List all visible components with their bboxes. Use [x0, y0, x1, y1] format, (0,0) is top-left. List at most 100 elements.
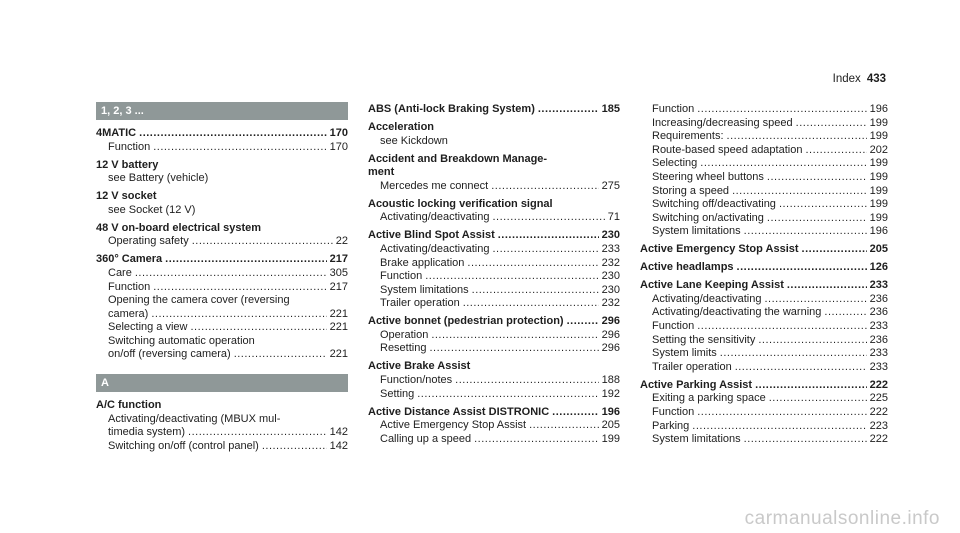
- index-term: Active Lane Keeping Assist: [640, 279, 784, 292]
- index-subentry-line: System limitations 222: [640, 433, 888, 447]
- page-reference[interactable]: 233: [869, 320, 888, 333]
- page-reference[interactable]: 232: [601, 297, 620, 310]
- index-term-line: Active Lane Keeping Assist 233: [640, 279, 888, 293]
- dot-leader: [755, 379, 867, 393]
- index-subentry-line: System limits 233: [640, 347, 888, 361]
- page-reference[interactable]: 230: [601, 270, 620, 283]
- index-subentry: Exiting a parking space: [652, 392, 766, 405]
- page-reference[interactable]: 225: [869, 392, 888, 405]
- page-reference[interactable]: 185: [601, 103, 620, 115]
- page-reference[interactable]: 232: [601, 256, 620, 269]
- page-reference[interactable]: 233: [869, 279, 888, 292]
- dot-leader: [769, 392, 867, 406]
- page-reference[interactable]: 236: [869, 292, 888, 305]
- page-reference[interactable]: 142: [329, 426, 348, 439]
- dot-leader: [692, 420, 866, 434]
- watermark: carmanualsonline.info: [744, 508, 940, 529]
- page-reference[interactable]: 196: [869, 225, 888, 238]
- index-subentry: camera): [108, 307, 149, 320]
- dot-leader: [492, 211, 604, 225]
- index-term-line: 12 V socket: [96, 190, 348, 204]
- page-reference[interactable]: 275: [601, 179, 620, 192]
- index-term-line: Accident and Breakdown Manage-: [368, 153, 620, 167]
- page-reference[interactable]: 233: [869, 360, 888, 373]
- page-reference[interactable]: 205: [601, 419, 620, 432]
- page-reference[interactable]: 199: [869, 198, 888, 211]
- page-reference[interactable]: 230: [601, 283, 620, 296]
- dot-leader: [431, 329, 598, 343]
- index-entry: Acceleration see Kickdown: [368, 121, 620, 148]
- page-reference[interactable]: 199: [869, 157, 888, 170]
- page-reference[interactable]: 230: [601, 229, 620, 242]
- page-reference[interactable]: 223: [869, 419, 888, 432]
- index-subentry-line: Function 170: [96, 141, 348, 155]
- index-subentry-line: Opening the camera cover (reversing: [96, 294, 348, 308]
- index-subentry-line: Calling up a speed 199: [368, 433, 620, 447]
- dot-leader: [153, 141, 326, 155]
- page-reference[interactable]: 22: [335, 235, 348, 248]
- dot-leader: [151, 308, 326, 322]
- index-term: ABS (Anti-lock Braking System): [368, 103, 535, 115]
- page-reference[interactable]: 233: [869, 347, 888, 360]
- index-entry: Accident and Breakdown Manage-ment Merced…: [368, 153, 620, 194]
- page-reference[interactable]: 170: [329, 127, 348, 139]
- index-subentry-line: Trailer operation 233: [640, 361, 888, 375]
- page-reference[interactable]: 222: [869, 433, 888, 446]
- index-term-line: ABS (Anti-lock Braking System) 185: [368, 103, 620, 117]
- index-subentry: Setting: [380, 387, 415, 400]
- index-subentry: Opening the camera cover (reversing: [108, 294, 290, 307]
- index-term-line: 12 V battery: [96, 159, 348, 173]
- page-reference[interactable]: 236: [869, 306, 888, 319]
- page-reference[interactable]: 217: [329, 280, 348, 293]
- page-reference[interactable]: 222: [869, 378, 888, 391]
- page-reference[interactable]: 199: [869, 184, 888, 197]
- page-reference[interactable]: 305: [329, 266, 348, 279]
- page-reference[interactable]: 296: [601, 315, 620, 328]
- dot-leader: [727, 130, 867, 144]
- page-reference[interactable]: 199: [869, 211, 888, 224]
- page-reference[interactable]: 296: [601, 342, 620, 355]
- page-reference[interactable]: 199: [869, 130, 888, 143]
- page-reference[interactable]: 71: [607, 211, 620, 224]
- index-subentry: System limitations: [652, 433, 741, 446]
- index-term: Acceleration: [368, 120, 435, 133]
- page-reference[interactable]: 205: [869, 243, 888, 256]
- page-reference[interactable]: 199: [869, 116, 888, 129]
- index-subentry-line: Activating/deactivating the warning 236: [640, 306, 888, 320]
- page-reference[interactable]: 142: [329, 439, 348, 452]
- page-reference[interactable]: 221: [329, 321, 348, 334]
- page-reference[interactable]: 188: [601, 374, 620, 387]
- index-subentry: Resetting: [380, 342, 427, 355]
- page-reference[interactable]: 196: [601, 405, 620, 418]
- page-reference[interactable]: 202: [869, 143, 888, 156]
- index-entry: 12 V socket see Socket (12 V): [96, 190, 348, 217]
- index-subentry: Activating/deactivating the warning: [652, 306, 822, 319]
- page-reference[interactable]: 221: [329, 348, 348, 361]
- index-term-line: Active bonnet (pedestrian protection) 296: [368, 315, 620, 329]
- dot-leader: [135, 267, 327, 281]
- page-reference[interactable]: 199: [869, 170, 888, 183]
- index-subentry: Operation: [380, 328, 429, 341]
- page-reference[interactable]: 217: [329, 253, 348, 266]
- page-reference[interactable]: 222: [869, 406, 888, 419]
- index-subentry: Function: [652, 320, 695, 333]
- page-reference[interactable]: 236: [869, 333, 888, 346]
- dot-leader: [472, 284, 599, 298]
- index-subentry-line: Exiting a parking space 225: [640, 392, 888, 406]
- page-reference[interactable]: 192: [601, 387, 620, 400]
- page-reference[interactable]: 126: [869, 261, 888, 274]
- page-reference[interactable]: 221: [329, 307, 348, 320]
- index-term: Active Parking Assist: [640, 378, 753, 391]
- dot-leader: [767, 212, 867, 226]
- page-reference[interactable]: 233: [601, 242, 620, 255]
- page-reference[interactable]: 196: [869, 103, 888, 115]
- dot-leader: [744, 433, 867, 447]
- page-reference[interactable]: 199: [601, 432, 620, 445]
- index-entry: Active Blind Spot Assist230Activating/de…: [368, 229, 620, 311]
- index-subentry-line: timedia system) 142: [96, 426, 348, 440]
- page-reference[interactable]: 170: [329, 140, 348, 153]
- dot-leader: [767, 171, 867, 185]
- index-entry: Acoustic locking verification signal Acti…: [368, 198, 620, 225]
- page-reference[interactable]: 296: [601, 328, 620, 341]
